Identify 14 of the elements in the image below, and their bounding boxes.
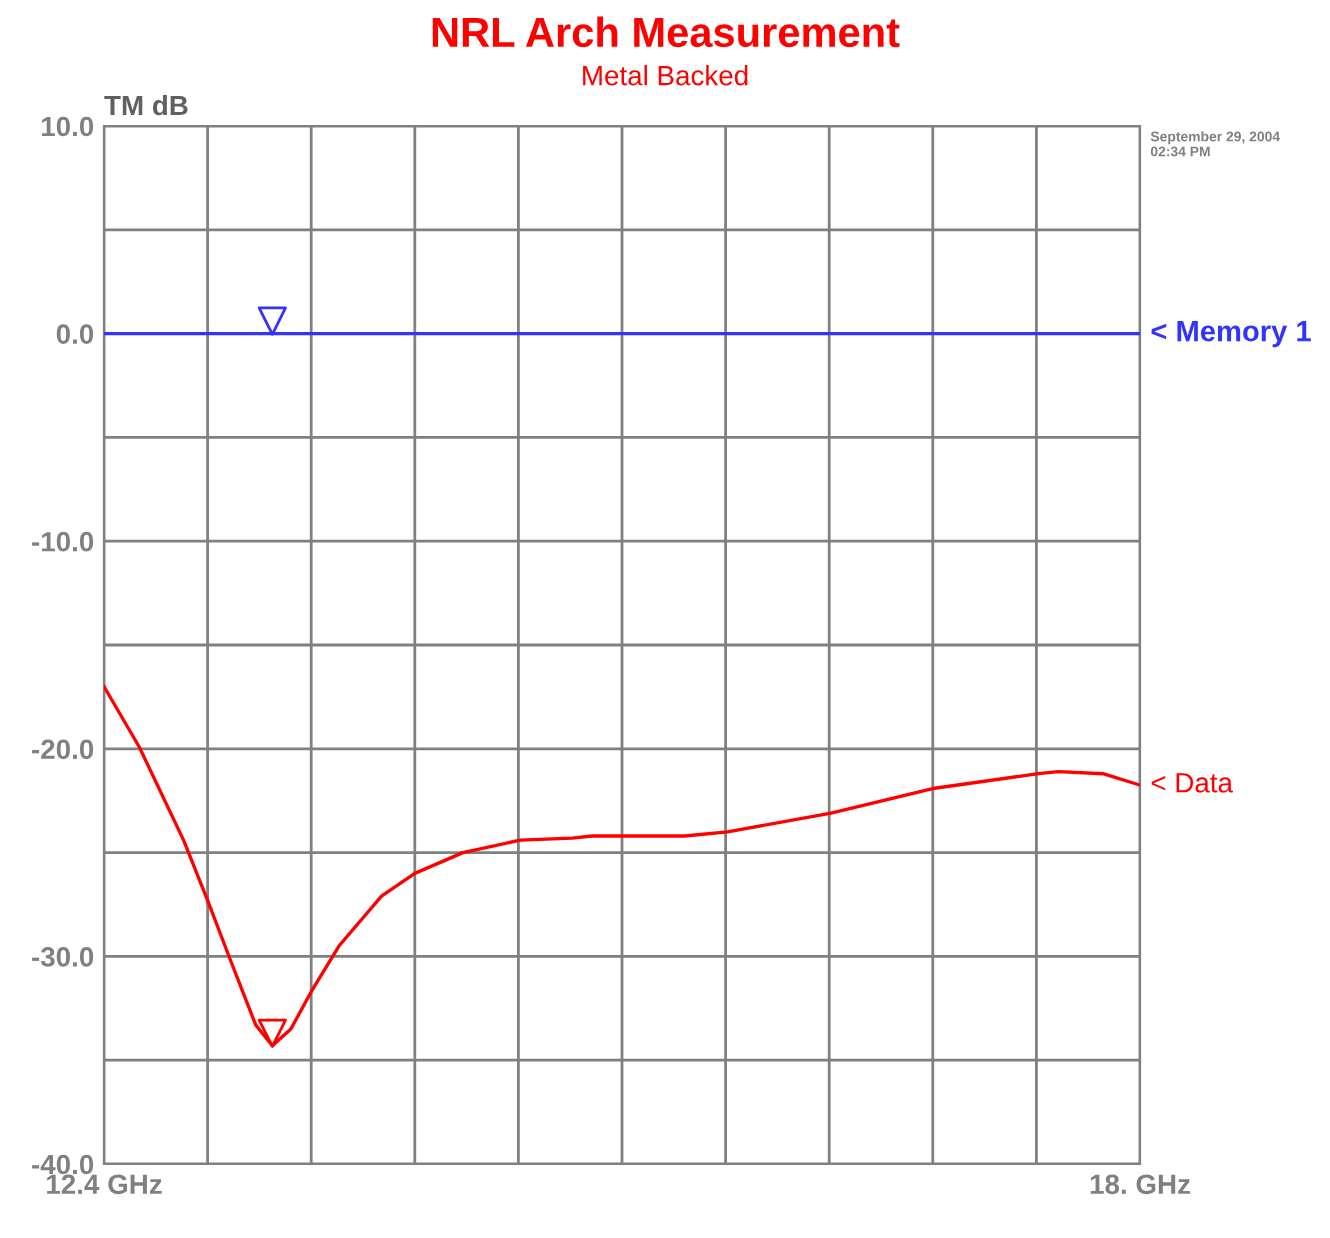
y-tick-label: -40.0 <box>32 1154 94 1175</box>
line-series <box>104 684 1140 1048</box>
chart-title: NRL Arch Measurement <box>432 16 900 48</box>
x-tick-label: 12.4 GHz <box>47 1174 162 1195</box>
series-label: < Data <box>1151 773 1233 793</box>
y-tick-label: -10.0 <box>32 531 94 552</box>
y-tick-label: 10.0 <box>41 116 94 137</box>
y-axis-title: TM dB <box>104 94 188 116</box>
y-tick-label: -30.0 <box>32 947 94 967</box>
x-tick-label: 18. GHz <box>1090 1174 1190 1195</box>
y-tick-label: 0.0 <box>56 324 94 344</box>
y-tick-label: -20.0 <box>32 739 94 760</box>
series-label: < Memory 1 <box>1151 321 1311 348</box>
chart-subtitle: Metal Backed <box>583 65 748 86</box>
